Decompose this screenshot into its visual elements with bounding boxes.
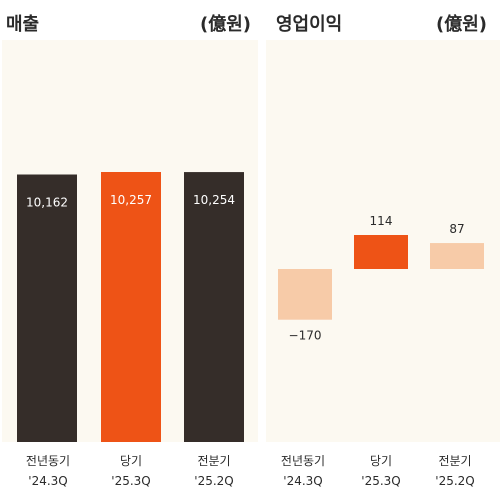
operating-profit-x-label-2: 전분기 [438, 454, 472, 468]
operating-profit-panel: 영업이익 (億원) −170 114 87 전년동기 '24.3Q 당기 '25.3… [264, 0, 500, 498]
operating-profit-x-label-1: 당기 [369, 454, 393, 468]
operating-profit-x-period-1: '25.3Q [361, 474, 401, 488]
revenue-chart: 10,162 10,257 10,254 [17, 172, 244, 442]
operating-profit-x-label-0: 전년동기 [280, 454, 326, 468]
revenue-x-period-1: '25.3Q [111, 474, 151, 488]
revenue-value-label-1: 10,257 [110, 193, 152, 207]
operating-profit-x-period-0: '24.3Q [283, 474, 323, 488]
revenue-bar-2 [184, 172, 244, 442]
revenue-unit: (億원) [200, 14, 252, 35]
revenue-value-label-2: 10,254 [193, 193, 235, 207]
operating-profit-value-label-2: 87 [449, 222, 464, 236]
revenue-value-label-0: 10,162 [26, 196, 68, 210]
revenue-x-label-2: 전분기 [197, 454, 231, 468]
operating-profit-bar-0 [278, 269, 332, 320]
operating-profit-bar-2 [430, 243, 484, 269]
revenue-panel: 매출 (億원) 10,162 10,257 10,254 전년동기 '24.3Q 당… [2, 14, 258, 488]
operating-profit-unit: (億원) [436, 14, 488, 35]
revenue-x-label-0: 전년동기 [25, 454, 71, 468]
revenue-bar-1 [101, 172, 161, 442]
operating-profit-chart: −170 114 87 [278, 214, 484, 343]
operating-profit-x-period-2: '25.2Q [435, 474, 475, 488]
revenue-title: 매출 [6, 14, 40, 35]
revenue-bar-0 [17, 174, 77, 442]
revenue-x-period-2: '25.2Q [194, 474, 234, 488]
operating-profit-title: 영업이익 [276, 14, 343, 35]
operating-profit-value-label-1: 114 [370, 214, 393, 228]
revenue-x-label-1: 당기 [119, 454, 143, 468]
operating-profit-value-label-0: −170 [289, 329, 322, 343]
operating-profit-bar-1 [354, 235, 408, 269]
revenue-x-period-0: '24.3Q [28, 474, 68, 488]
